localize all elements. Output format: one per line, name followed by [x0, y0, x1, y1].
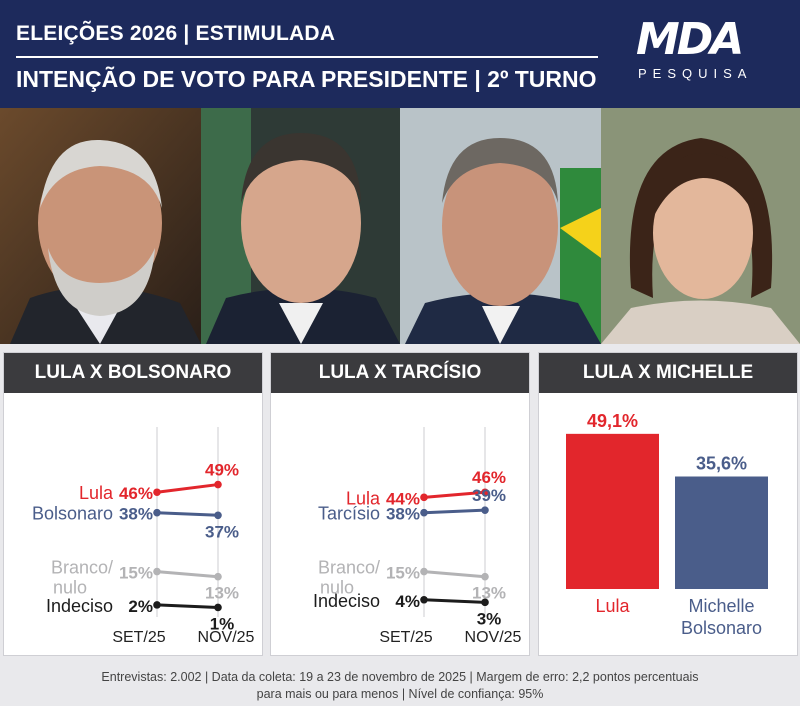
panel-lula-x-bolsonaro: LULA X BOLSONARO 46% 49% Lula 38% 37% Bolsona… — [3, 352, 263, 656]
footer-notes: Entrevistas: 2.002 | Data da coleta: 19 … — [0, 664, 800, 706]
series-line-2 — [423, 570, 486, 579]
header-divider — [16, 56, 598, 58]
data-label: 13% — [472, 584, 506, 603]
photo-michelle — [601, 108, 800, 344]
series-name: Tarcísio — [318, 504, 380, 524]
photo-bolsonaro — [201, 108, 400, 344]
bar-category-label: Bolsonaro — [681, 618, 762, 638]
data-label: 13% — [205, 584, 239, 603]
panel-title: LULA X MICHELLE — [539, 353, 797, 393]
data-label: 38% — [119, 505, 153, 524]
candidate-photos — [0, 108, 800, 344]
line-chart-lula-bolsonaro: 46% 49% Lula 38% 37% Bolsonaro 15% 13% Branco/nu… — [32, 427, 255, 646]
data-label: 46% — [119, 484, 153, 503]
series-name: nulo — [53, 578, 87, 598]
series-line-3 — [423, 598, 486, 604]
bar-category-label: Michelle — [688, 596, 754, 616]
panel-title: LULA X TARCÍSIO — [271, 353, 529, 393]
series-line-1 — [156, 511, 219, 517]
series-name: Lula — [79, 483, 114, 503]
x-tick-label: SET/25 — [112, 629, 165, 646]
panel-lula-x-tarcisio: LULA X TARCÍSIO 44% 46% Lula 38% 39% Tarcísio… — [270, 352, 530, 656]
data-point — [420, 493, 428, 502]
data-label: 15% — [386, 564, 420, 583]
data-point — [153, 488, 161, 497]
header-title: INTENÇÃO DE VOTO PARA PRESIDENTE | 2º TU… — [16, 66, 597, 92]
series-name: Branco/ — [51, 558, 113, 578]
series-line-3 — [156, 603, 219, 609]
data-label: 39% — [472, 486, 506, 505]
data-label: 1% — [210, 614, 235, 633]
series-name: Indeciso — [46, 596, 113, 616]
data-point — [420, 595, 428, 604]
line-chart-lula-tarcisio: 44% 46% Lula 38% 39% Tarcísio 15% 13% Branco/nul… — [313, 427, 522, 646]
series-name: Lula — [346, 488, 381, 508]
series-name: nulo — [320, 578, 354, 598]
series-name: Branco/ — [318, 558, 380, 578]
data-point — [481, 506, 489, 514]
footer-line-1: Entrevistas: 2.002 | Data da coleta: 19 … — [101, 670, 699, 684]
data-label: 44% — [386, 489, 420, 508]
panel-lula-x-michelle: LULA X MICHELLE 49,1% Lula 35,6% Michelle Bo… — [538, 352, 798, 656]
data-point — [420, 567, 428, 576]
bar — [566, 433, 659, 589]
series-name: Indeciso — [313, 591, 380, 611]
x-tick-label: NOV/25 — [198, 629, 255, 646]
data-point — [214, 511, 222, 520]
data-label: 4% — [395, 592, 420, 611]
photo-tarcisio — [400, 108, 601, 344]
photo-lula — [0, 108, 201, 344]
data-label: 49% — [205, 461, 239, 480]
series-line-0 — [423, 490, 486, 499]
series-line-1 — [423, 508, 486, 515]
data-point — [481, 598, 489, 607]
footer-line-2: para mais ou para menos | Nível de confi… — [256, 687, 544, 701]
data-point — [481, 572, 489, 581]
data-label: 2% — [128, 597, 153, 616]
series-line-0 — [156, 483, 219, 494]
data-point — [481, 488, 489, 497]
bar-category-label: Lula — [595, 596, 630, 616]
data-point — [214, 603, 222, 612]
bar-value-label: 49,1% — [587, 411, 638, 431]
header-subtitle: ELEIÇÕES 2026 | ESTIMULADA — [16, 22, 336, 45]
data-label: 37% — [205, 522, 239, 541]
data-point — [420, 508, 428, 517]
data-label: 38% — [386, 505, 420, 524]
bar — [675, 476, 768, 589]
panel-title: LULA X BOLSONARO — [4, 353, 262, 393]
bar-value-label: 35,6% — [696, 454, 747, 474]
series-line-2 — [156, 570, 219, 579]
data-point — [153, 601, 161, 609]
series-name: Bolsonaro — [32, 504, 113, 524]
x-tick-label: SET/25 — [379, 629, 432, 646]
data-point — [153, 508, 161, 517]
data-point — [214, 480, 222, 489]
data-point — [214, 572, 222, 581]
x-tick-label: NOV/25 — [465, 629, 522, 646]
data-point — [153, 567, 161, 576]
data-label: 46% — [472, 468, 506, 487]
data-label: 15% — [119, 564, 153, 583]
mda-logo-subtitle: PESQUISA — [638, 66, 753, 81]
mda-logo: MDA — [636, 14, 744, 65]
data-label: 3% — [477, 609, 502, 628]
header: ELEIÇÕES 2026 | ESTIMULADA INTENÇÃO DE V… — [0, 0, 800, 108]
